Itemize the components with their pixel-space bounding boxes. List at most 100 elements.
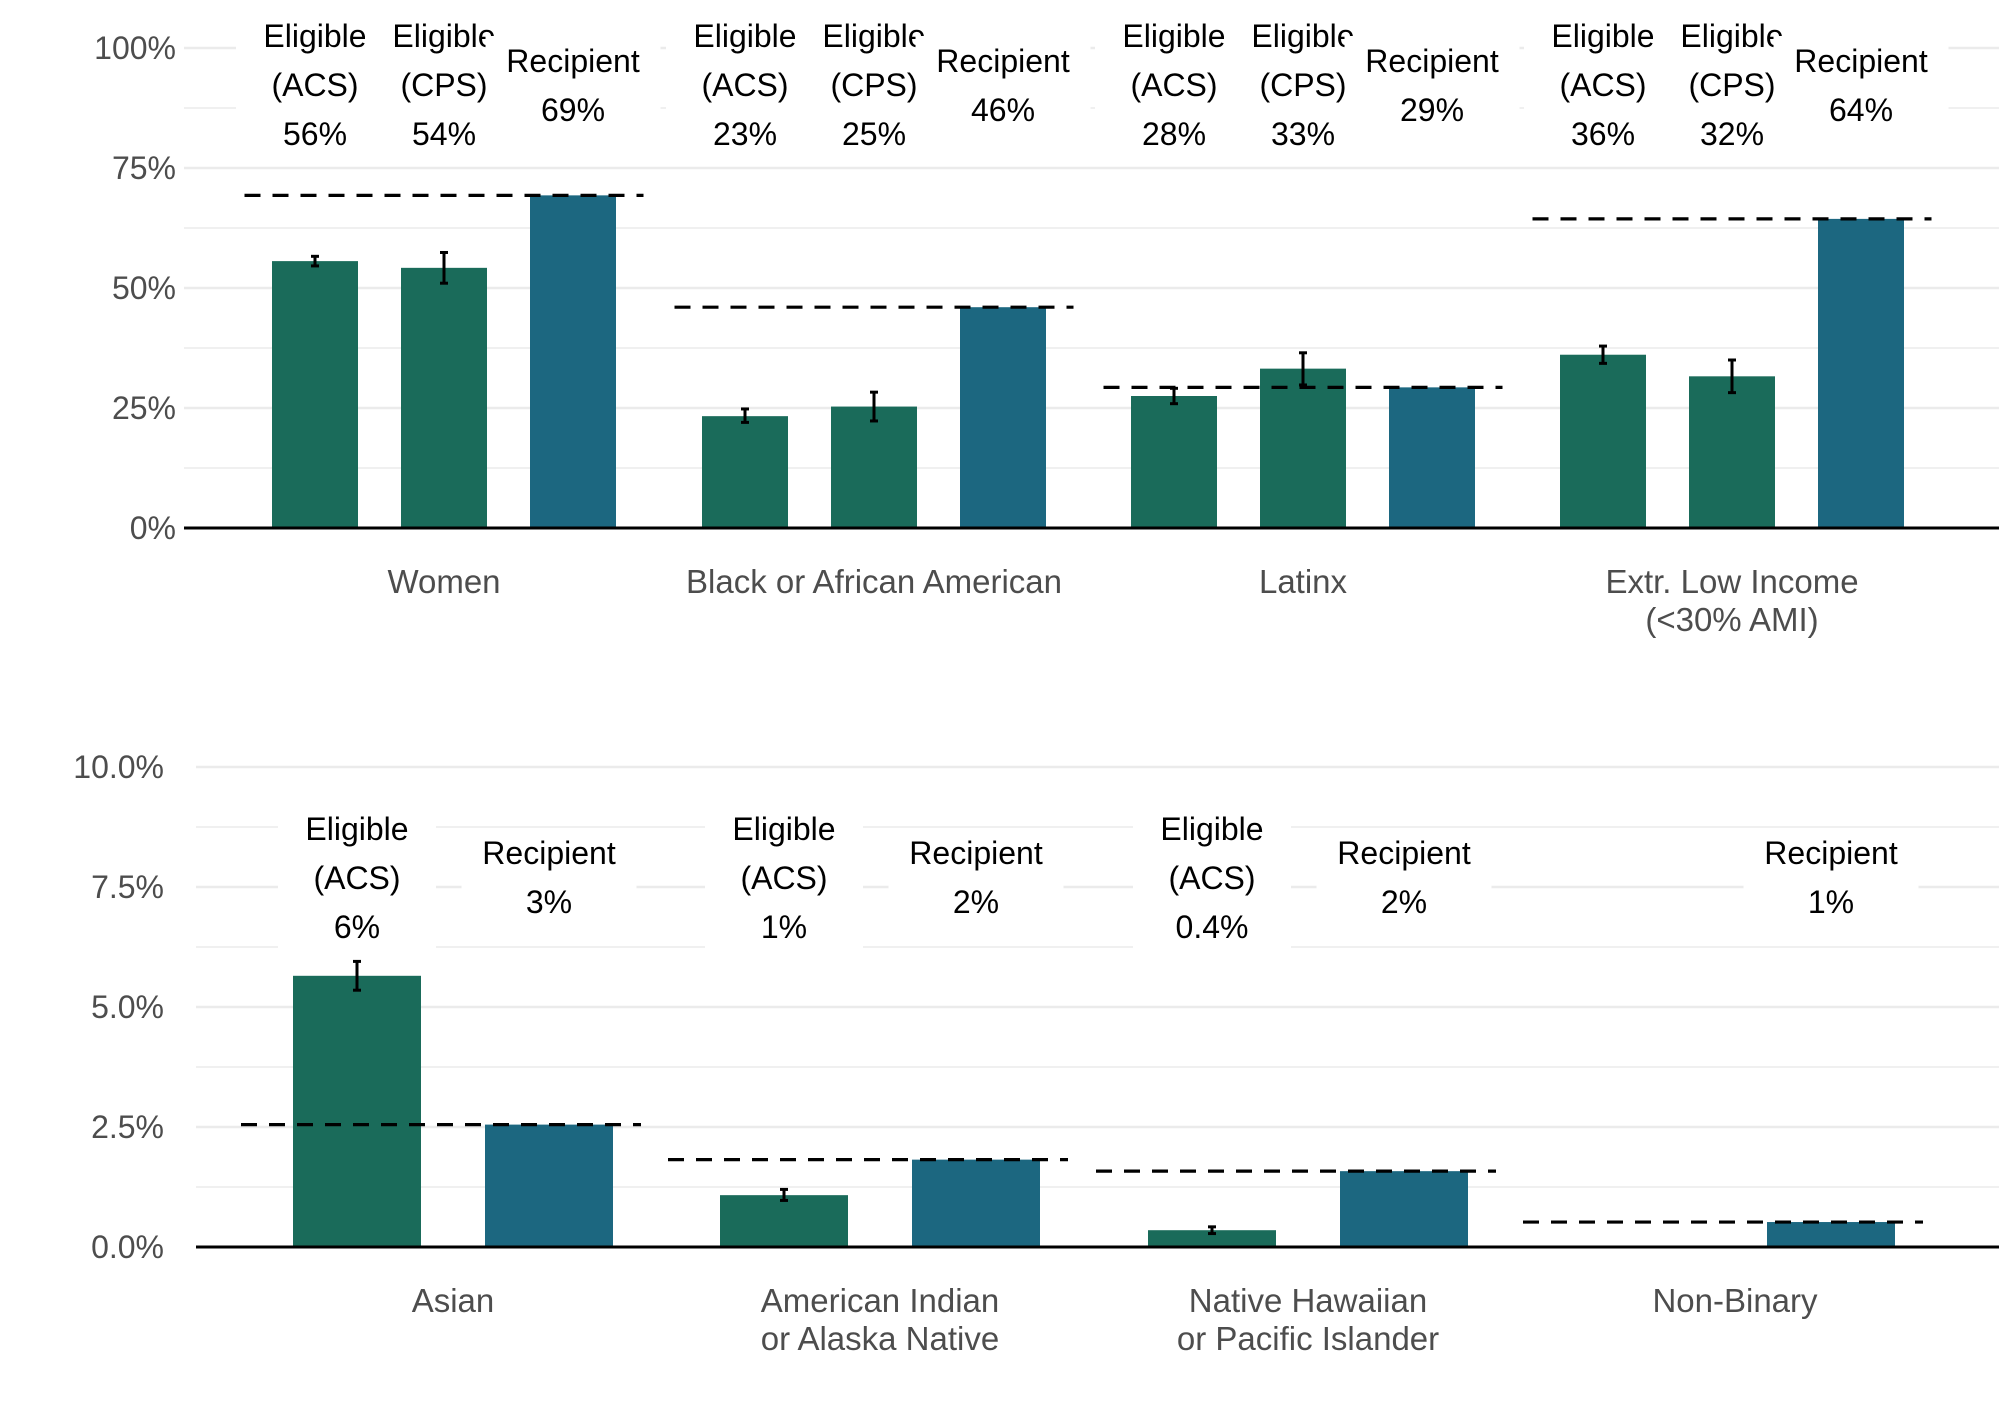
recipient-bar bbox=[1767, 1222, 1895, 1247]
bar-label-background bbox=[705, 804, 863, 957]
eligible-bar bbox=[831, 406, 917, 528]
eligible-bar bbox=[293, 975, 421, 1247]
bar-label: Eligible bbox=[1160, 811, 1263, 847]
category-label: Non-Binary bbox=[1652, 1282, 1818, 1319]
eligible-bar bbox=[1260, 368, 1346, 528]
y-tick-label: 0.0% bbox=[91, 1229, 164, 1265]
recipient-bar bbox=[1389, 387, 1475, 528]
bar-label: 64% bbox=[1829, 92, 1893, 128]
bar-label-background bbox=[1773, 36, 1949, 140]
bar-label: 1% bbox=[761, 909, 807, 945]
bar-label: Recipient bbox=[1365, 43, 1499, 79]
bar-label: Recipient bbox=[909, 835, 1043, 871]
bar-label: 69% bbox=[541, 92, 605, 128]
chart-panel-2: 0.0% 2.5% 5.0% 7.5% 10.0% Eligible (ACS) 6% Reci… bbox=[73, 749, 1999, 1357]
category-label: (<30% AMI) bbox=[1645, 601, 1818, 638]
y-tick-label: 10.0% bbox=[73, 749, 164, 785]
error-bar bbox=[353, 959, 361, 992]
bar-label-background bbox=[915, 36, 1091, 140]
y-tick-label: 7.5% bbox=[91, 869, 164, 905]
bar-label: Eligible bbox=[1680, 18, 1783, 54]
bar-label: Eligible bbox=[822, 18, 925, 54]
bar-label: 3% bbox=[526, 884, 572, 920]
eligible-bar bbox=[1689, 376, 1775, 528]
bar-label: Eligible bbox=[305, 811, 408, 847]
bar-group: Eligible (ACS) 28% Eligible (CPS) 33% Recipien… bbox=[1095, 11, 1520, 600]
bar-label: (CPS) bbox=[400, 67, 487, 103]
bar-group: Eligible (ACS) 56% Eligible (CPS) 54% Recipien… bbox=[236, 11, 661, 600]
eligible-bar bbox=[401, 267, 487, 528]
bar-label: 25% bbox=[842, 116, 906, 152]
bar-label: (ACS) bbox=[313, 860, 400, 896]
eligible-bar bbox=[1131, 396, 1217, 528]
bar-label: (ACS) bbox=[1168, 860, 1255, 896]
bar-label: Eligible bbox=[1122, 18, 1225, 54]
bar-label: 28% bbox=[1142, 116, 1206, 152]
error-bar bbox=[741, 407, 749, 424]
bar-group: Eligible (ACS) 36% Eligible (CPS) 32% Recipien… bbox=[1524, 11, 1949, 638]
bar-label-background bbox=[278, 804, 436, 957]
bar-label: Eligible bbox=[1251, 18, 1354, 54]
bar-label-background bbox=[1344, 36, 1520, 140]
chart-panel-1: 0% 25% 50% 75% 100% Eligible (ACS) 56% Eligible (… bbox=[94, 11, 1999, 638]
bar-label: Recipient bbox=[1337, 835, 1471, 871]
bar-label: Recipient bbox=[506, 43, 640, 79]
bar-label: Recipient bbox=[936, 43, 1070, 79]
bar-label: Recipient bbox=[482, 835, 616, 871]
bar-label: Recipient bbox=[1794, 43, 1928, 79]
eligible-bar bbox=[1560, 354, 1646, 528]
category-label: Women bbox=[387, 563, 500, 600]
bar-label: (CPS) bbox=[1259, 67, 1346, 103]
bar-label: 29% bbox=[1400, 92, 1464, 128]
bar-label: 46% bbox=[971, 92, 1035, 128]
recipient-bar bbox=[530, 195, 616, 529]
bar-label: Eligible bbox=[732, 811, 835, 847]
bar-label: 56% bbox=[283, 116, 347, 152]
bar-group: Eligible (ACS) 6% Recipient 3% Asian bbox=[241, 804, 641, 1319]
bar-label: (ACS) bbox=[1559, 67, 1646, 103]
bar-label: (ACS) bbox=[701, 67, 788, 103]
bar-label: (CPS) bbox=[830, 67, 917, 103]
error-bar bbox=[1599, 344, 1607, 365]
recipient-bar bbox=[960, 307, 1046, 528]
bar-label: 6% bbox=[334, 909, 380, 945]
bar-label-background bbox=[1133, 804, 1291, 957]
bar-label: Eligible bbox=[392, 18, 495, 54]
bar-label: Eligible bbox=[693, 18, 796, 54]
bar-group: Eligible (ACS) 23% Eligible (CPS) 25% Recipien… bbox=[666, 11, 1091, 600]
bar-label: (ACS) bbox=[1130, 67, 1217, 103]
error-bar bbox=[440, 250, 448, 285]
category-label: Black or African American bbox=[686, 563, 1062, 600]
category-label: American Indian bbox=[761, 1282, 999, 1319]
y-tick-label: 2.5% bbox=[91, 1109, 164, 1145]
bar-label: Eligible bbox=[1551, 18, 1654, 54]
bar-label: (CPS) bbox=[1688, 67, 1775, 103]
eligible-bar bbox=[272, 261, 358, 528]
bar-label: 0.4% bbox=[1176, 909, 1249, 945]
category-label: Asian bbox=[412, 1282, 495, 1319]
bar-label-background bbox=[485, 36, 661, 140]
eligible-bar bbox=[1148, 1230, 1276, 1247]
y-tick-label: 75% bbox=[112, 150, 176, 186]
bar-label: 54% bbox=[412, 116, 476, 152]
y-tick-label: 50% bbox=[112, 270, 176, 306]
bar-label: (ACS) bbox=[740, 860, 827, 896]
error-bar bbox=[1208, 1225, 1216, 1236]
category-label: Extr. Low Income bbox=[1605, 563, 1858, 600]
y-tick-label: 100% bbox=[94, 30, 176, 66]
category-label: Latinx bbox=[1259, 563, 1348, 600]
eligible-bar bbox=[702, 416, 788, 528]
bar-label-background bbox=[461, 828, 637, 932]
bar-label: 2% bbox=[1381, 884, 1427, 920]
category-label: or Alaska Native bbox=[761, 1320, 999, 1357]
y-tick-label: 5.0% bbox=[91, 989, 164, 1025]
y-tick-label: 25% bbox=[112, 390, 176, 426]
bar-label-background bbox=[1743, 828, 1919, 932]
y-tick-label: 0% bbox=[130, 510, 176, 546]
bar-label: 32% bbox=[1700, 116, 1764, 152]
error-bar bbox=[1728, 358, 1736, 395]
error-bar bbox=[870, 390, 878, 423]
recipient-bar bbox=[485, 1124, 613, 1247]
bar-label: 33% bbox=[1271, 116, 1335, 152]
